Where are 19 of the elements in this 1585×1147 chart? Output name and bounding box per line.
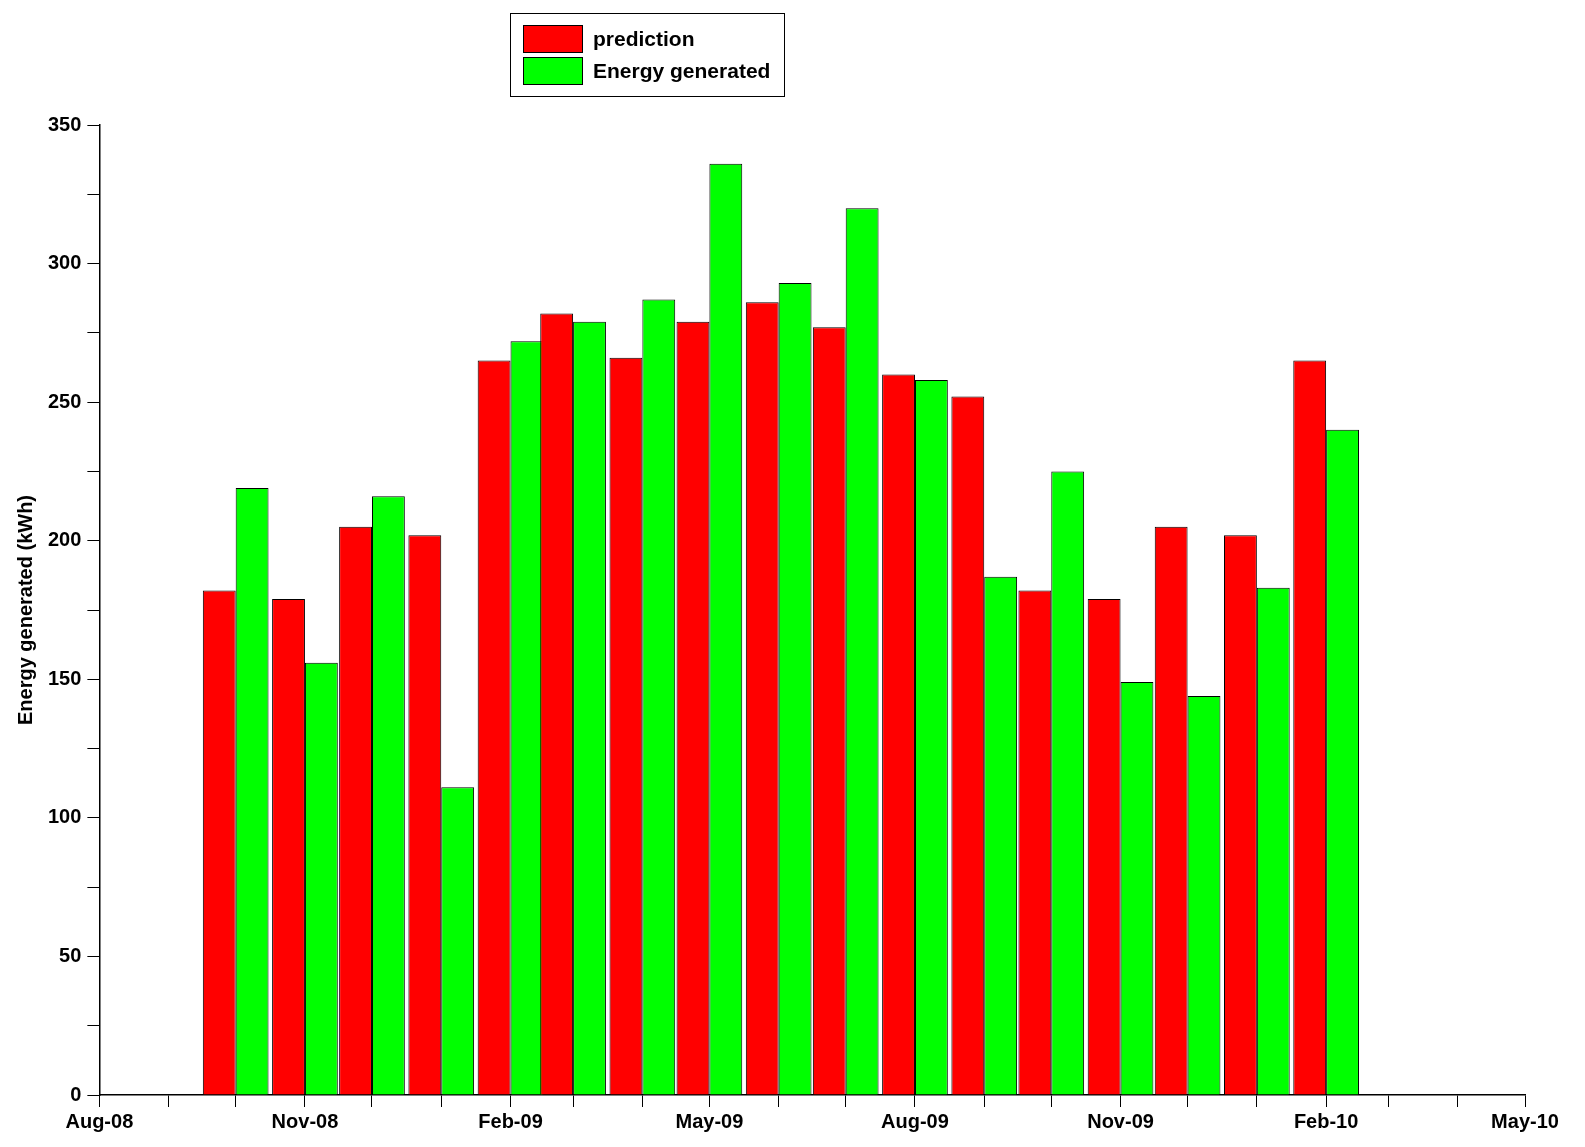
y-tick-label: 150: [47, 666, 82, 689]
legend-label: Energy generated: [593, 59, 771, 83]
x-tick-label: Feb-10: [1293, 1109, 1359, 1132]
legend-label: prediction: [593, 27, 695, 51]
y-tick-label: 50: [59, 943, 82, 966]
x-tick-label: Feb-09: [478, 1109, 543, 1132]
y-tick-label: 0: [70, 1082, 82, 1105]
y-tick-label: 200: [47, 528, 82, 551]
x-tick-label: May-09: [675, 1109, 744, 1132]
y-tick-label: 300: [47, 251, 82, 274]
x-tick-label: Aug-09: [881, 1109, 949, 1132]
x-tick-label: May-10: [1491, 1109, 1559, 1132]
x-tick-label: Nov-08: [271, 1109, 339, 1132]
y-axis-title: Energy generated (kWh): [13, 494, 36, 726]
x-tick-label: Nov-09: [1087, 1109, 1154, 1132]
y-tick-label: 350: [47, 112, 82, 135]
y-tick-label: 100: [47, 805, 82, 828]
x-tick-label: Aug-08: [65, 1109, 134, 1132]
y-tick-label: 250: [47, 389, 82, 412]
